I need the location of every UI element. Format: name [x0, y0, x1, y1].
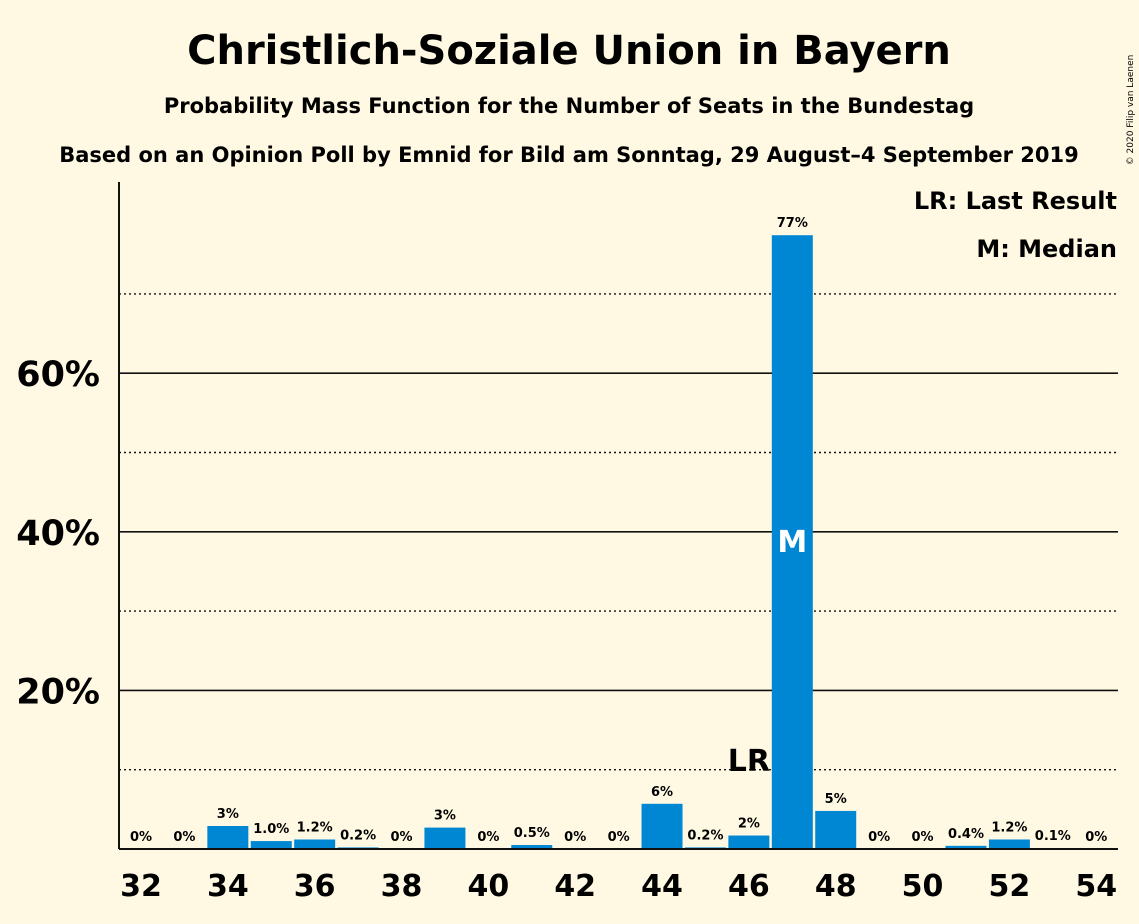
data-label-seat-45: 0.2%	[687, 828, 723, 843]
data-label-seat-41: 0.5%	[514, 826, 550, 841]
data-label-seat-39: 3%	[434, 809, 456, 824]
data-label-seat-42: 0%	[564, 830, 586, 845]
median-marker: M	[777, 525, 807, 560]
bars	[207, 235, 1074, 849]
bar-seat-47	[771, 235, 813, 849]
data-labels: 0% 0% 3% 1.0% 1.2% 0.2% 0% 3% 0% 0.5% 0% 0% 6% 0.2% 2%…	[130, 216, 1107, 845]
data-label-seat-40: 0%	[477, 830, 499, 845]
x-tick-label: 52	[989, 869, 1031, 904]
data-label-seat-51: 0.4%	[948, 827, 984, 842]
data-label-seat-37: 0.2%	[340, 828, 376, 843]
data-label-seat-34: 3%	[217, 807, 239, 822]
x-tick-label: 32	[120, 869, 162, 904]
y-tick-label: 40%	[16, 514, 100, 554]
bar-seat-51	[945, 845, 987, 849]
data-label-seat-36: 1.2%	[297, 820, 333, 835]
x-tick-label: 36	[294, 869, 336, 904]
grid-lines	[119, 293, 1118, 771]
chart-subtitle: Probability Mass Function for the Number…	[164, 94, 974, 118]
data-label-seat-50: 0%	[912, 830, 934, 845]
x-tick-label: 44	[641, 869, 683, 904]
bar-seat-41	[511, 845, 553, 849]
data-label-seat-44: 6%	[651, 785, 673, 800]
data-label-seat-54: 0%	[1085, 830, 1107, 845]
chart-source-line: Based on an Opinion Poll by Emnid for Bi…	[59, 143, 1079, 167]
data-label-seat-53: 0.1%	[1035, 829, 1071, 844]
x-tick-label: 54	[1075, 869, 1117, 904]
y-axis-ticks: 20% 40% 60%	[16, 355, 100, 712]
x-tick-label: 38	[381, 869, 423, 904]
x-tick-label: 34	[207, 869, 249, 904]
bar-seat-34	[207, 826, 249, 849]
y-tick-label: 20%	[16, 672, 100, 712]
data-label-seat-52: 1.2%	[991, 820, 1027, 835]
x-axis-ticks: 32 34 36 38 40 42 44 46 48 50 52 54	[120, 869, 1117, 904]
x-tick-label: 48	[815, 869, 857, 904]
legend-median: M: Median	[976, 235, 1117, 263]
bar-seat-35	[250, 841, 292, 849]
data-label-seat-48: 5%	[825, 792, 847, 807]
bar-seat-36	[294, 839, 336, 849]
last-result-marker: LR	[728, 744, 770, 779]
data-label-seat-49: 0%	[868, 830, 890, 845]
bar-seat-46	[728, 835, 770, 849]
bar-seat-52	[988, 839, 1030, 849]
data-label-seat-43: 0%	[608, 830, 630, 845]
x-tick-label: 46	[728, 869, 770, 904]
data-label-seat-46: 2%	[738, 817, 760, 832]
chart-title: Christlich-Soziale Union in Bayern	[187, 28, 951, 74]
data-label-seat-47: 77%	[777, 216, 808, 231]
x-tick-label: 50	[902, 869, 944, 904]
data-label-seat-32: 0%	[130, 830, 152, 845]
data-label-seat-35: 1.0%	[253, 822, 289, 837]
bar-seat-39	[424, 827, 466, 849]
y-tick-label: 60%	[16, 355, 100, 395]
bar-seat-44	[641, 803, 683, 849]
data-label-seat-33: 0%	[173, 830, 195, 845]
legend-last-result: LR: Last Result	[914, 187, 1117, 215]
data-label-seat-38: 0%	[390, 830, 412, 845]
bar-seat-48	[815, 810, 857, 849]
copyright-note: © 2020 Filip van Laenen	[1126, 55, 1136, 166]
x-tick-label: 40	[467, 869, 509, 904]
x-tick-label: 42	[554, 869, 596, 904]
